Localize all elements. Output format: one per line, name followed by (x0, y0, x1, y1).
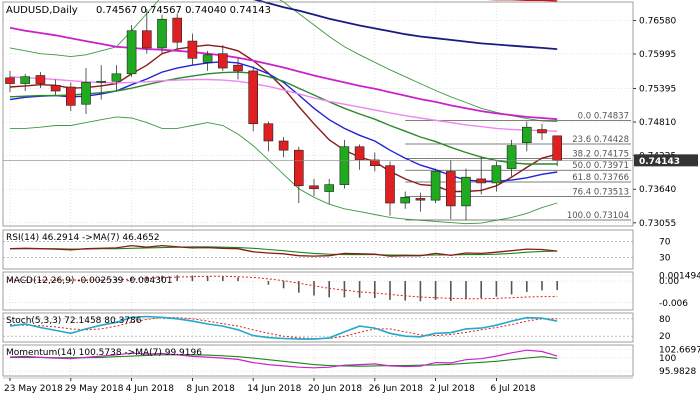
bullish-candle (491, 165, 502, 184)
bullish-candle (111, 73, 122, 82)
price-axis-tick-label: 0.76580 (639, 16, 676, 26)
price-axis-tick-label: 0.74810 (639, 118, 676, 128)
time-axis-tick-label: 29 May 2018 (65, 384, 124, 394)
bearish-candle (476, 178, 487, 184)
moving-average-line-4 (9, 26, 558, 121)
bullish-candle (430, 171, 441, 201)
macd-axis-tick-label: 0.00 (659, 277, 679, 287)
bearish-candle (354, 146, 365, 161)
bullish-candle (126, 30, 137, 75)
bullish-candle (324, 184, 335, 192)
bullish-candle (506, 145, 517, 169)
stoch-axis-tick-label: 20 (659, 332, 671, 342)
bearish-candle (415, 198, 426, 201)
fibonacci-level-label: 23.6 0.74428 (572, 135, 629, 145)
bearish-candle (248, 70, 258, 125)
rsi-axis-tick-label: 70 (659, 238, 671, 248)
stoch-axis-tick-label: 80 (659, 315, 671, 325)
bullish-candle (81, 82, 91, 105)
fibonacci-level-label: 100.0 0.73104 (567, 211, 629, 221)
price-axis-tick-label: 0.73055 (639, 219, 676, 229)
bearish-candle (187, 40, 198, 59)
bullish-candle (202, 54, 213, 63)
fibonacci-level-label: 76.4 0.73513 (572, 188, 629, 198)
bullish-candle (461, 176, 471, 207)
time-axis-tick-label: 6 Jul 2018 (490, 384, 535, 394)
last-price-label: 0.74143 (639, 157, 680, 167)
bearish-candle (50, 84, 61, 92)
last-price-box (634, 154, 698, 167)
bullish-candle (339, 146, 350, 185)
panel-frame-3 (2, 312, 634, 343)
time-axis: 23 May 2018 29 May 2018 4 Jun 2018 8 Jun 20… (3, 377, 633, 394)
bearish-candle (218, 53, 228, 69)
bearish-candle (552, 135, 563, 161)
rsi-panel-title: RSI(14) 46.2914 ->MA(7) 46.4652 (6, 233, 160, 243)
time-axis-tick-label: 20 Jun 2018 (308, 384, 362, 394)
price-axis-tick-label: 0.75395 (639, 84, 676, 94)
momentum-axis-tick-label: 102.6697 (659, 345, 700, 355)
time-axis-tick-label: 23 May 2018 (4, 384, 63, 394)
time-axis-tick-label: 8 Jun 2018 (186, 384, 235, 394)
stoch-k-line (9, 315, 558, 340)
bearish-candle (66, 86, 76, 106)
stochastic-panel: 80 20 Stoch(5,3,3) 72.1458 80.3786 (3, 315, 671, 342)
panel-frame-4 (2, 344, 634, 377)
macd-panel-title: MACD(12,26,9) -0.002539 -0.004301 (6, 276, 172, 286)
momentum-axis-tick-label: 95.9828 (659, 367, 696, 377)
momentum-line (9, 349, 558, 369)
time-axis-tick-label: 2 Jul 2018 (430, 384, 475, 394)
time-axis-tick-label: 14 Jun 2018 (247, 384, 301, 394)
stoch-d-line (9, 316, 558, 339)
bearish-candle (293, 149, 304, 187)
bearish-candle (369, 159, 380, 166)
bullish-candle (157, 18, 167, 49)
rsi-panel: 70 30 RSI(14) 46.2914 ->MA(7) 46.4652 (3, 233, 671, 263)
bullish-candle (96, 80, 106, 83)
fibonacci-level-label: 50.0 0.73971 (572, 161, 629, 171)
moving-average-line-6 (486, 0, 558, 2)
bearish-candle (309, 185, 319, 189)
panel-frame-1 (2, 229, 634, 270)
time-axis-tick-label: 26 Jun 2018 (369, 384, 423, 394)
bearish-candle (278, 140, 289, 151)
price-axis-tick-label: 0.75995 (639, 50, 676, 60)
macd-axis-tick-label: -0.006 (659, 299, 688, 309)
fibonacci-level-label: 0.0 0.74837 (578, 111, 629, 121)
bearish-candle (35, 75, 46, 84)
bearish-candle (445, 171, 456, 207)
bearish-candle (537, 129, 547, 134)
panel-frame-2 (2, 271, 634, 311)
price-axis-tick-label: 0.73640 (639, 185, 676, 195)
momentum-ma-line (10, 354, 558, 367)
bullish-candle (400, 196, 411, 204)
bearish-candle (233, 64, 243, 72)
bullish-candle (521, 126, 532, 144)
moving-average-line-5 (253, 0, 558, 50)
momentum-panel-title: Momentum(14) 100.5738 ->MA(7) 99.9196 (6, 348, 202, 358)
bearish-candle (172, 17, 182, 43)
time-axis-tick-label: 4 Jun 2018 (126, 384, 175, 394)
bullish-candle (20, 76, 31, 84)
bearish-candle (5, 77, 15, 84)
bearish-candle (263, 123, 274, 142)
rsi-axis-tick-label: 30 (659, 253, 671, 263)
chart-header-symbol: AUDUSD,Daily (6, 5, 78, 16)
fibonacci-level-label: 38.2 0.74175 (572, 150, 629, 160)
fibonacci-level-label: 61.8 0.73766 (572, 173, 629, 183)
bearish-candle (385, 165, 395, 204)
price-panel: 0.765800.759950.753950.748100.742250.736… (3, 0, 698, 376)
macd-axis-tick-label: 0.001494 (659, 272, 700, 282)
panel-frame-0 (2, 1, 634, 227)
rsi-line (9, 244, 558, 257)
stochastic-panel-title: Stoch(5,3,3) 72.1458 80.3786 (6, 316, 142, 326)
macd-signal-line (10, 275, 558, 300)
chart-header-ohlc: 0.74567 0.74567 0.74040 0.74143 (96, 5, 271, 16)
momentum-axis-tick-label: 100 (659, 354, 676, 364)
bearish-candle (142, 30, 152, 49)
bollinger-lower-band (10, 116, 558, 225)
